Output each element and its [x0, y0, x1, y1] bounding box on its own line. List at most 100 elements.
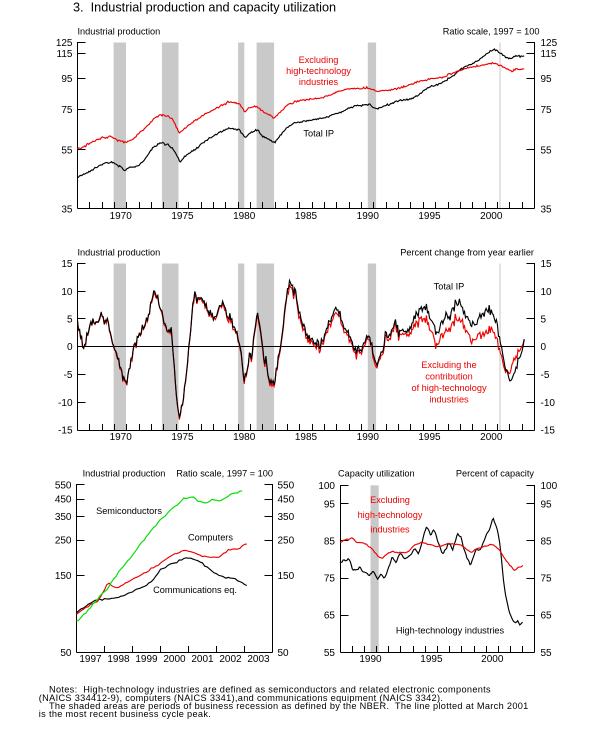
svg-text:2002: 2002: [219, 654, 242, 665]
svg-text:1990: 1990: [357, 432, 380, 443]
svg-text:95: 95: [324, 499, 336, 510]
svg-text:-10: -10: [58, 398, 73, 409]
svg-text:10: 10: [61, 287, 73, 298]
svg-text:75: 75: [324, 574, 336, 585]
svg-text:450: 450: [278, 495, 295, 506]
svg-text:15: 15: [61, 259, 73, 270]
svg-text:10: 10: [541, 287, 553, 298]
svg-text:150: 150: [278, 571, 295, 582]
svg-text:1995: 1995: [420, 654, 443, 665]
svg-text:industries: industries: [429, 394, 469, 404]
svg-text:5: 5: [541, 315, 547, 326]
svg-text:High-technology industries: High-technology industries: [396, 626, 505, 636]
svg-text:2000: 2000: [163, 654, 186, 665]
svg-text:1997: 1997: [79, 654, 102, 665]
svg-text:50: 50: [60, 648, 72, 659]
svg-text:Industrial production: Industrial production: [78, 27, 161, 37]
svg-text:250: 250: [278, 536, 295, 547]
svg-text:115: 115: [541, 49, 557, 60]
svg-text:95: 95: [541, 74, 553, 85]
svg-text:Excluding the: Excluding the: [421, 360, 476, 370]
svg-text:95: 95: [61, 74, 73, 85]
svg-text:350: 350: [278, 512, 295, 523]
svg-text:Communications eq.: Communications eq.: [153, 585, 237, 595]
svg-text:100: 100: [541, 481, 558, 492]
svg-text:1980: 1980: [233, 432, 256, 443]
svg-text:is the most recent business cy: is the most recent business cycle peak.: [39, 709, 211, 719]
svg-text:Industrial production: Industrial production: [83, 469, 166, 479]
svg-text:industries: industries: [370, 525, 410, 535]
svg-text:0: 0: [541, 342, 547, 353]
svg-text:Industrial production: Industrial production: [78, 248, 161, 258]
svg-text:65: 65: [541, 611, 553, 622]
svg-text:1985: 1985: [295, 211, 318, 222]
svg-text:1970: 1970: [110, 432, 133, 443]
svg-text:Total IP: Total IP: [434, 281, 465, 291]
svg-text:2000: 2000: [480, 432, 503, 443]
svg-text:75: 75: [541, 105, 553, 116]
svg-text:1990: 1990: [359, 654, 382, 665]
svg-text:1975: 1975: [171, 432, 194, 443]
svg-text:2000: 2000: [481, 654, 504, 665]
svg-text:125: 125: [541, 38, 558, 49]
svg-text:-10: -10: [541, 398, 556, 409]
svg-text:1999: 1999: [135, 654, 158, 665]
svg-text:high-technology: high-technology: [286, 66, 351, 76]
svg-text:35: 35: [541, 205, 553, 216]
svg-text:Computers: Computers: [188, 533, 233, 543]
svg-text:(NAICS 334412-9), computers (N: (NAICS 334412-9), computers (NAICS 3341)…: [39, 693, 443, 703]
svg-text:Excluding: Excluding: [299, 55, 339, 65]
svg-text:0: 0: [67, 342, 73, 353]
svg-text:1980: 1980: [233, 211, 256, 222]
svg-text:1970: 1970: [110, 211, 133, 222]
svg-text:85: 85: [541, 537, 553, 548]
svg-text:1990: 1990: [357, 211, 380, 222]
svg-text:5: 5: [67, 315, 73, 326]
svg-text:1975: 1975: [171, 211, 194, 222]
svg-text:1985: 1985: [295, 432, 318, 443]
svg-text:125: 125: [56, 38, 73, 49]
svg-text:Percent of capacity: Percent of capacity: [456, 469, 535, 479]
svg-text:-15: -15: [541, 426, 556, 437]
svg-text:-5: -5: [64, 370, 73, 381]
svg-text:1995: 1995: [418, 432, 441, 443]
svg-text:65: 65: [324, 611, 336, 622]
svg-text:55: 55: [541, 145, 553, 156]
svg-text:1995: 1995: [418, 211, 441, 222]
svg-text:2000: 2000: [480, 211, 503, 222]
svg-text:95: 95: [541, 499, 553, 510]
svg-text:15: 15: [541, 259, 553, 270]
svg-text:150: 150: [55, 571, 72, 582]
svg-text:100: 100: [318, 481, 335, 492]
svg-text:350: 350: [55, 512, 72, 523]
svg-text:35: 35: [61, 205, 73, 216]
svg-text:55: 55: [541, 648, 553, 659]
svg-text:high-technology: high-technology: [358, 510, 423, 520]
svg-text:75: 75: [541, 574, 553, 585]
svg-text:Percent change from year earli: Percent change from year earlier: [400, 248, 534, 258]
svg-text:Ratio scale, 1997 = 100: Ratio scale, 1997 = 100: [443, 27, 540, 37]
svg-text:industries: industries: [299, 77, 339, 87]
svg-text:-15: -15: [58, 426, 73, 437]
svg-text:85: 85: [324, 537, 336, 548]
svg-text:Excluding: Excluding: [370, 495, 410, 505]
svg-text:55: 55: [324, 648, 336, 659]
svg-text:50: 50: [278, 648, 290, 659]
svg-text:55: 55: [61, 145, 73, 156]
svg-text:450: 450: [55, 495, 72, 506]
svg-text:3. Industrial production and: 3. Industrial production and capacity ut…: [73, 1, 336, 15]
svg-text:75: 75: [61, 105, 73, 116]
svg-text:1998: 1998: [107, 654, 130, 665]
svg-text:115: 115: [57, 49, 73, 60]
svg-text:550: 550: [278, 481, 295, 492]
svg-text:-5: -5: [541, 370, 550, 381]
svg-text:250: 250: [55, 536, 72, 547]
svg-text:2001: 2001: [191, 654, 214, 665]
svg-text:Total IP: Total IP: [303, 128, 334, 138]
svg-text:550: 550: [55, 481, 72, 492]
svg-text:The shaded areas are periods o: The shaded areas are periods of business…: [49, 701, 529, 711]
svg-text:2003: 2003: [247, 654, 270, 665]
svg-text:Capacity utilization: Capacity utilization: [338, 469, 415, 479]
svg-text:of high-technology: of high-technology: [411, 383, 486, 393]
svg-text:contribution: contribution: [425, 371, 473, 381]
